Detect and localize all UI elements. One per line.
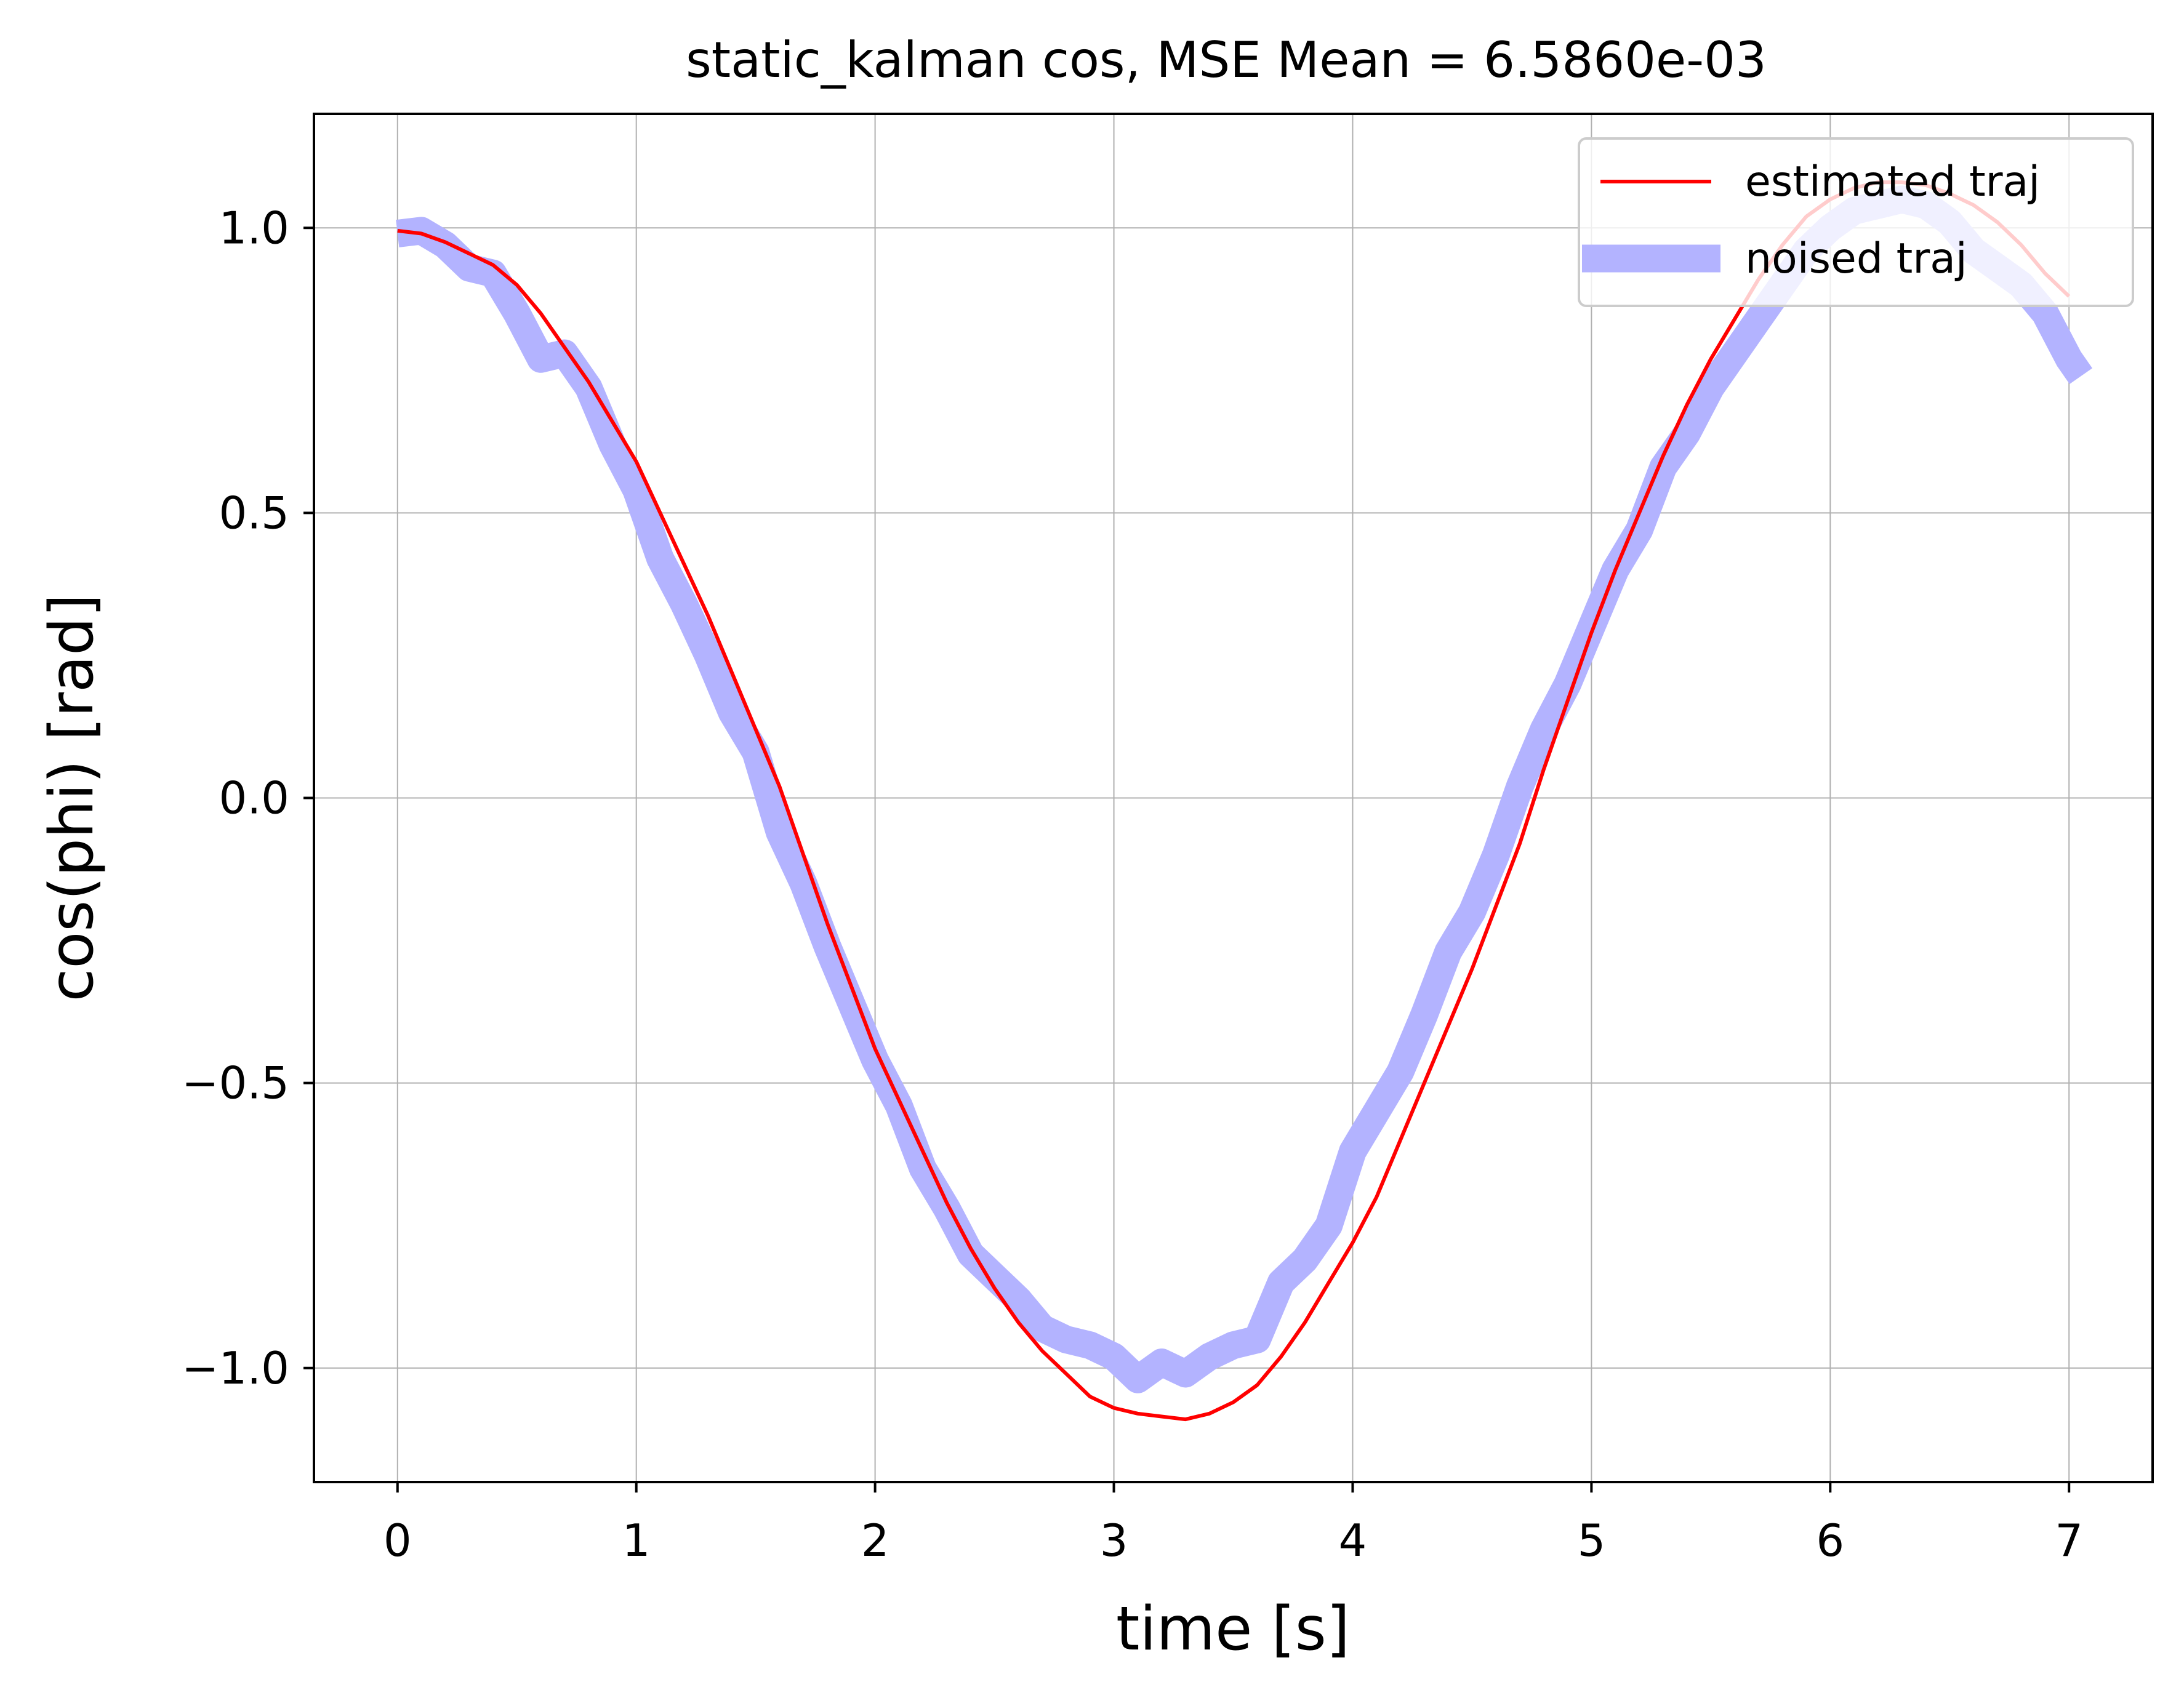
x-axis-label: time [s] — [1116, 1594, 1350, 1664]
y-tick-label: 1.0 — [219, 202, 289, 254]
y-tick-label: −0.5 — [182, 1057, 289, 1109]
legend: estimated traj noised traj — [1578, 137, 2134, 307]
legend-label-noised-traj: noised traj — [1745, 234, 1967, 283]
chart-title: static_kalman cos, MSE Mean = 6.5860e-03 — [686, 31, 1767, 89]
y-tick-label: 0.5 — [219, 487, 289, 539]
x-axis-ticks: 0 1 2 3 4 5 6 7 — [383, 1482, 2083, 1566]
x-tick-label: 0 — [383, 1515, 412, 1566]
y-tick-label: 0.0 — [219, 772, 289, 824]
x-tick-label: 1 — [622, 1515, 651, 1566]
x-tick-label: 7 — [2055, 1515, 2083, 1566]
y-tick-label: −1.0 — [182, 1342, 289, 1394]
y-axis-label: cos(phi) [rad] — [37, 593, 107, 1001]
y-axis-ticks: −1.0 −0.5 0.0 0.5 1.0 — [182, 202, 314, 1394]
x-tick-label: 4 — [1339, 1515, 1367, 1566]
x-tick-label: 6 — [1816, 1515, 1844, 1566]
legend-label-estimated-traj: estimated traj — [1745, 158, 2040, 206]
x-tick-label: 3 — [1100, 1515, 1128, 1566]
x-tick-label: 5 — [1577, 1515, 1605, 1566]
x-tick-label: 2 — [861, 1515, 889, 1566]
